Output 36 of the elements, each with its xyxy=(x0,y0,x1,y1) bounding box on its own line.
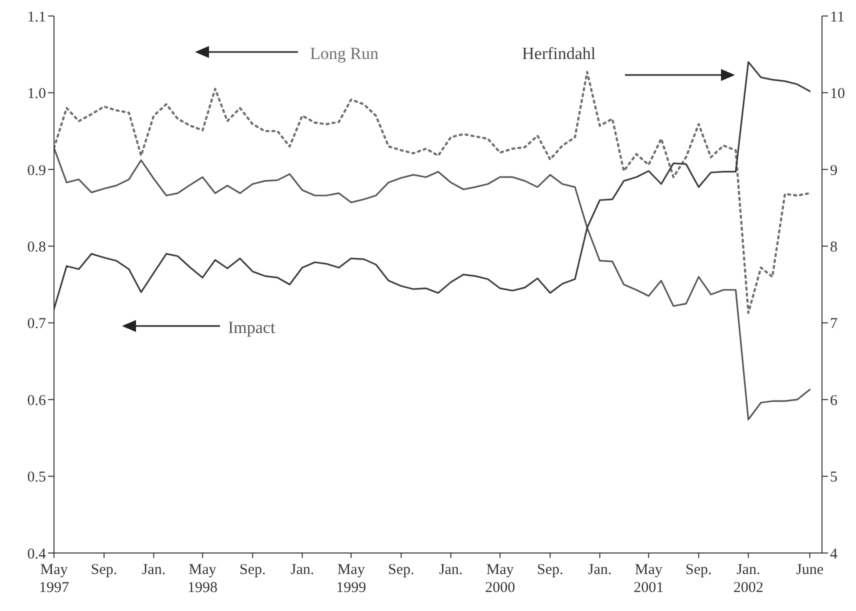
text: Impact xyxy=(228,318,276,337)
y2-tick-label: 9 xyxy=(830,162,838,179)
y2-tick-label: 11 xyxy=(830,9,844,26)
y-tick-label: 0.4 xyxy=(27,546,46,562)
y2-tick-label: 7 xyxy=(830,316,838,332)
x-tick-label: Jan. xyxy=(588,562,612,578)
y-tick-label: 0.6 xyxy=(27,392,46,409)
x-tick-label: Jan. 2002 xyxy=(733,562,764,596)
x-tick-label: May 1999 xyxy=(336,562,366,596)
y-tick-label: 0.5 xyxy=(27,470,46,486)
y2-tick-label: 4 xyxy=(830,546,838,562)
line-series xyxy=(54,147,811,420)
y2-tick-label: 8 xyxy=(830,239,838,256)
y2-tick-label: 5 xyxy=(830,470,838,486)
y-tick-label: 1.1 xyxy=(27,9,46,26)
x-tick-label: May 1998 xyxy=(188,562,218,596)
x-tick-label: May 2001 xyxy=(634,562,664,596)
x-tick-label: Jan. xyxy=(438,562,463,578)
x-tick-label: Sep. xyxy=(90,562,118,578)
x-tick-label: June xyxy=(796,562,824,578)
x-tick-label: Jan. xyxy=(290,562,314,578)
text: Herfindahl xyxy=(522,44,596,63)
x-tick-label: Sep. xyxy=(537,562,564,578)
x-tick-label: Sep. xyxy=(686,562,712,578)
y-tick-label: 1.0 xyxy=(27,86,46,102)
x-tick-label: Jan. xyxy=(142,562,166,578)
text: Long Run xyxy=(310,44,379,63)
x-tick-label: Sep. xyxy=(239,562,266,578)
x-tick-label: Sep. xyxy=(388,562,414,578)
y2-tick-label: 6 xyxy=(830,392,838,409)
y-tick-label: 0.7 xyxy=(27,316,46,332)
x-tick-label: May 2000 xyxy=(485,562,516,596)
y-tick-label: 0.9 xyxy=(27,162,46,179)
y2-tick-label: 10 xyxy=(830,86,845,102)
x-tick-label: May 1997 xyxy=(39,562,70,596)
y-tick-label: 0.8 xyxy=(27,239,46,256)
